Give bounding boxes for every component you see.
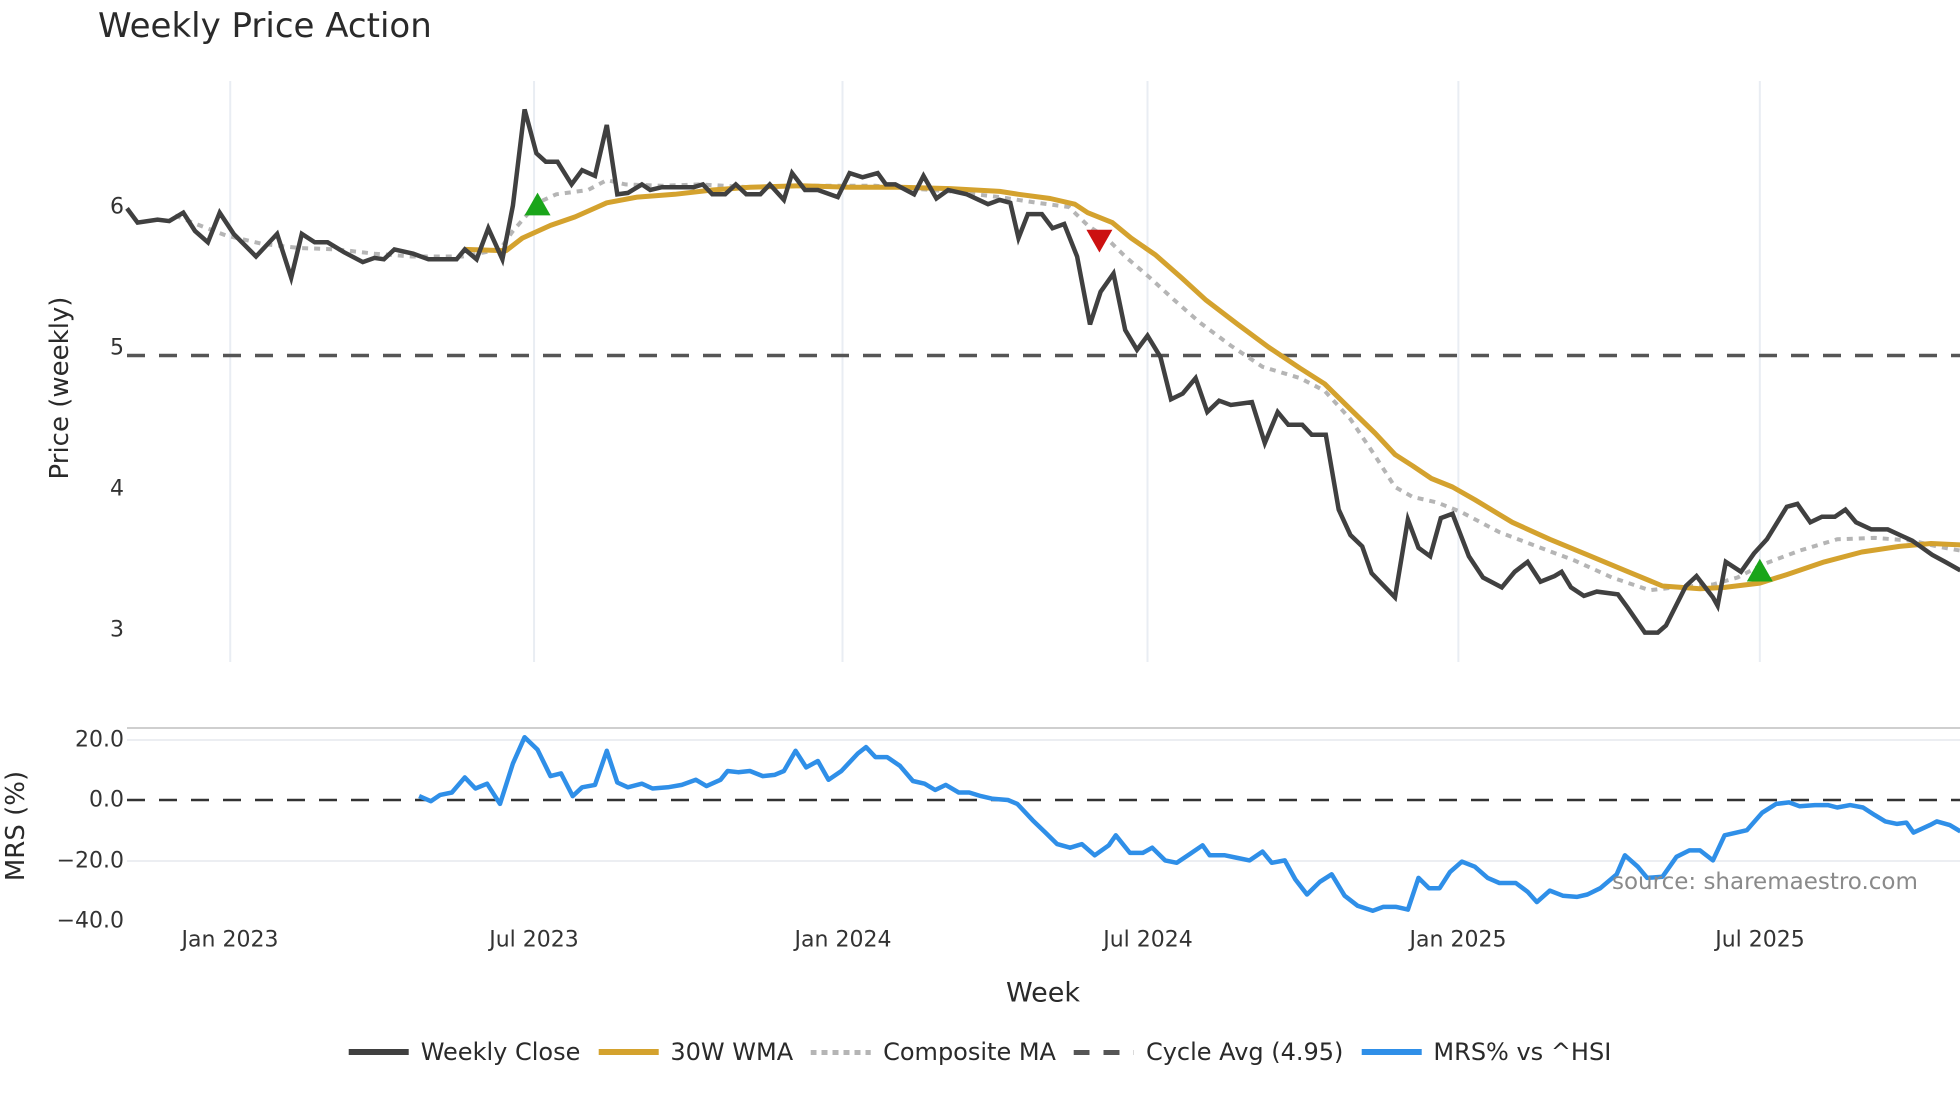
x-axis-label: Week [1006,977,1080,1009]
x-tick: Jul 2023 [489,927,579,953]
mrs-y-tick: 20.0 [75,727,124,753]
legend-label: Cycle Avg (4.95) [1145,1038,1344,1066]
x-tick: Jan 2023 [181,927,279,953]
composite-ma-line [174,177,1960,593]
legend-item-composite-ma[interactable]: Composite MA [811,1038,1056,1066]
x-tick: Jul 2024 [1103,927,1193,953]
dotted-line-swatch-icon [811,1049,872,1055]
legend-label: Weekly Close [420,1038,581,1066]
x-tick: Jan 2024 [794,927,892,953]
price-y-axis-label: Price (weekly) [45,296,75,480]
dashed-line-swatch-icon [1073,1049,1134,1055]
mrs-y-tick: −20.0 [56,848,124,874]
x-tick: Jul 2025 [1715,927,1805,953]
signal-markers [524,192,1773,582]
mrs-y-tick: −40.0 [56,908,124,934]
source-annotation: source: sharemaestro.com [1612,869,1918,895]
legend-item-30w-wma[interactable]: 30W WMA [598,1038,793,1066]
legend-label: 30W WMA [670,1038,794,1066]
sell-signal-triangle-down-icon [1086,229,1113,253]
price-y-tick: 3 [110,617,124,643]
solid-line-swatch-icon [598,1049,659,1055]
price-y-tick: 5 [110,335,124,361]
legend-item-cycle-avg[interactable]: Cycle Avg (4.95) [1073,1038,1344,1066]
solid-line-swatch-icon [348,1049,409,1055]
x-tick: Jan 2025 [1409,927,1507,953]
wma-30w-line [464,183,1960,592]
legend-item-weekly-close[interactable]: Weekly Close [348,1038,581,1066]
mrs-y-tick: 0.0 [89,787,124,813]
legend-label: Composite MA [883,1038,1056,1066]
buy-signal-triangle-up-icon [524,192,551,216]
price-y-tick: 4 [110,476,124,502]
weekly-close-line [125,108,1960,635]
chart-title: Weekly Price Action [98,6,432,46]
price-panel-gridlines [229,81,1761,662]
price-y-tick: 6 [110,194,124,220]
legend-item-mrs[interactable]: MRS% vs ^HSI [1361,1038,1611,1066]
legend-label: MRS% vs ^HSI [1433,1038,1612,1066]
buy-signal-triangle-up-icon [1746,558,1773,582]
solid-line-swatch-icon [1361,1049,1422,1055]
legend: Weekly Close 30W WMA Composite MA Cycle … [348,1038,1611,1066]
mrs-y-axis-label: MRS (%) [1,770,31,882]
mrs-line [418,734,1960,914]
